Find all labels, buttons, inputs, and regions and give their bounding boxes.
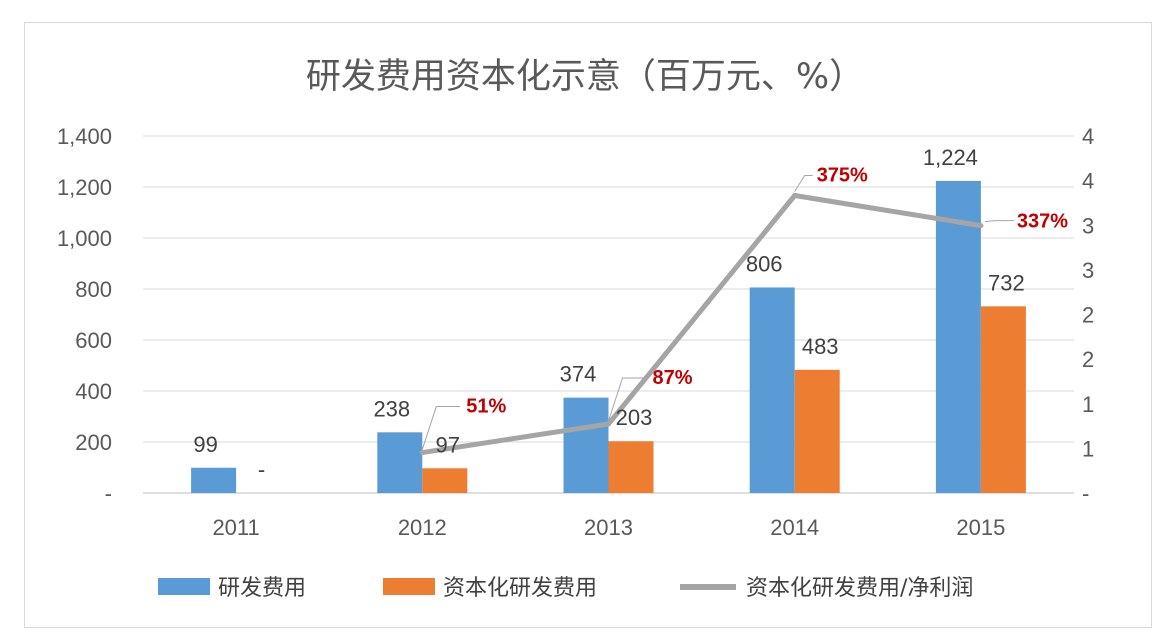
y-axis-ticks: - 200 400 600 800 1,000 1,200 1,400 [57,124,112,506]
y-tick-label: 1,400 [57,124,112,149]
legend: 研发费用 资本化研发费用 资本化研发费用/净利润 [158,576,973,601]
bar-rd-expense [191,467,237,493]
legend-label: 资本化研发费用 [443,576,597,601]
y-tick-label: 600 [75,328,112,353]
label-leader [984,220,1014,223]
ratio-point [792,193,798,198]
bar-value-label: 806 [746,251,783,276]
y2-tick-label: - [1082,481,1089,506]
secondary-y-axis-ticks: - 1 1 2 2 3 3 4 4 [1082,124,1094,506]
bar-capitalized-rd [794,369,840,493]
y-tick-label: 400 [75,379,112,404]
ratio-point [978,223,984,229]
bar-value-label: 374 [560,362,597,387]
data-labels: 99 238 374 806 1,224 - 97 203 483 732 51% 87% 375% 33… [193,145,1068,482]
legend-swatch-rd-expense [158,578,210,595]
y-tick-label: 800 [75,277,112,302]
x-axis-ticks: 2011 2012 2013 2014 2015 [212,515,1005,540]
bar-value-label: 732 [988,270,1025,295]
bar-capitalized-rd [608,441,654,493]
y2-tick-label: 3 [1082,258,1094,283]
bars [191,180,1026,493]
ratio-value-label: 375% [817,165,868,187]
x-tick-label: 2014 [770,515,819,540]
y2-tick-label: 1 [1082,436,1094,461]
ratio-value-label: 51% [466,396,506,418]
y2-tick-label: 4 [1082,169,1094,194]
bar-capitalized-rd [980,306,1026,493]
y2-tick-label: 3 [1082,213,1094,238]
label-leader [421,406,461,450]
bar-capitalized-rd [422,468,468,493]
bar-rd-expense [563,397,609,493]
label-leader [608,377,647,422]
bar-value-label: 1,224 [923,145,978,170]
ratio-value-label: 337% [1017,211,1068,233]
bar-rd-expense [749,287,795,493]
x-tick-label: 2015 [956,515,1005,540]
y-tick-label: 1,000 [57,226,112,251]
y2-tick-label: 4 [1082,124,1094,149]
y2-tick-label: 1 [1082,392,1094,417]
bar-value-label: 99 [193,432,217,457]
bar-value-label: 203 [616,405,653,430]
bar-value-label: 97 [436,432,460,457]
y-tick-label: 1,200 [57,175,112,200]
y2-tick-label: 2 [1082,347,1094,372]
bar-value-label: - [258,457,265,482]
gridlines [143,135,1074,494]
ratio-point [606,421,611,427]
x-tick-label: 2013 [584,515,633,540]
ratio-point [419,450,425,456]
y-tick-label: 200 [75,430,112,455]
legend-label: 研发费用 [218,576,306,601]
y-tick-label: - [105,481,112,506]
bar-rd-expense [935,180,981,493]
bar-rd-expense [377,432,423,493]
label-leader [794,175,813,192]
ratio-value-label: 87% [653,367,693,389]
legend-swatch-capitalized-rd [383,578,435,595]
x-tick-label: 2012 [398,515,447,540]
bar-value-label: 483 [802,334,839,359]
x-tick-label: 2011 [212,515,259,540]
bar-value-label: 238 [373,396,410,421]
chart-title: 研发费用资本化示意（百万元、%） [306,57,864,97]
legend-label: 资本化研发费用/净利润 [746,576,973,601]
ratio-line [419,175,1014,456]
ratio-line-path [421,193,982,456]
y2-tick-label: 2 [1082,303,1094,328]
